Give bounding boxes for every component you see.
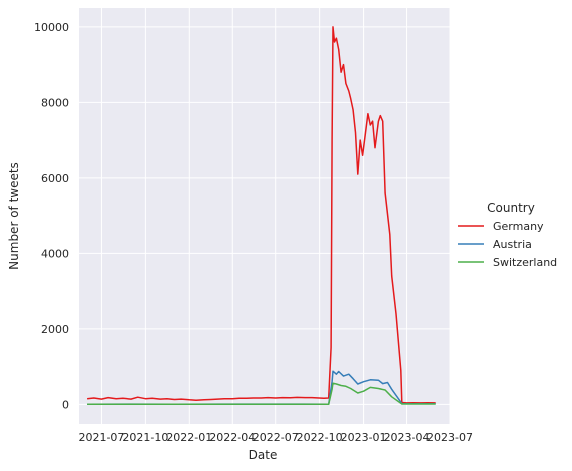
plot-background [79,8,450,424]
series-line-germany [87,26,436,404]
x-tick-labels: 2021-072021-102022-012022-042022-072022-… [78,431,473,444]
x-tick-label: 2021-10 [122,431,168,444]
x-tick-label: 2023-07 [427,431,473,444]
x-tick-label: 2023-04 [384,431,430,444]
legend-label-switzerland: Switzerland [493,256,557,269]
x-tick-label: 2022-07 [253,431,299,444]
x-axis-label: Date [249,448,278,462]
y-tick-label: 6000 [41,172,69,185]
y-tick-label: 4000 [41,247,69,260]
y-tick-label: 2000 [41,323,69,336]
legend-title: Country [487,201,535,215]
y-tick-label: 0 [62,398,69,411]
y-axis-label: Number of tweets [7,162,21,270]
y-tick-label: 10000 [34,21,69,34]
series-layer [87,26,436,406]
series-line-switzerland [87,382,436,406]
x-tick-label: 2022-10 [297,431,343,444]
y-tick-label: 8000 [41,96,69,109]
legend-label-austria: Austria [493,238,532,251]
legend: Country Germany Austria Switzerland [458,201,557,269]
legend-label-germany: Germany [493,220,544,233]
x-tick-label: 2021-07 [78,431,124,444]
x-tick-label: 2023-01 [341,431,387,444]
x-tick-label: 2022-04 [209,431,255,444]
x-tick-label: 2022-01 [166,431,212,444]
grid-lines [79,8,451,424]
y-tick-labels: 0 2000 4000 6000 8000 10000 [34,21,69,411]
